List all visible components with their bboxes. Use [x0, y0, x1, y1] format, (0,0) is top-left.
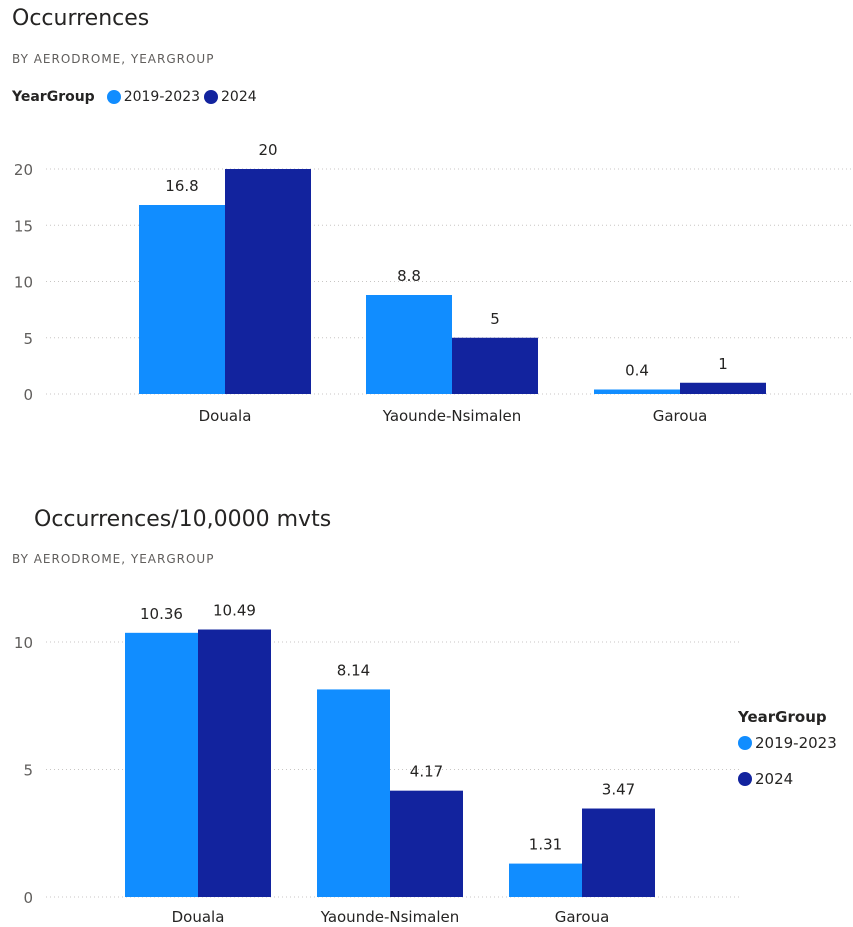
chart1-bar-2024-Yaounde-Nsimalen	[452, 337, 538, 394]
chart1-bar-2019-2023-Douala	[139, 205, 225, 394]
chart1-data-label: 20	[258, 141, 277, 159]
chart1-y-tick-label: 10	[14, 274, 33, 292]
chart2-bar-2024-Douala	[198, 629, 271, 897]
chart1-subtitle: BY AERODROME, YEARGROUP	[12, 52, 215, 66]
legend-dot-icon	[738, 736, 752, 750]
chart1-x-tick-label: Yaounde-Nsimalen	[382, 407, 522, 425]
legend-dot-icon	[106, 90, 121, 104]
chart1-bar-2024-Garoua	[680, 382, 766, 394]
chart2-bar-2024-Garoua	[582, 808, 655, 897]
chart1-data-label: 0.4	[625, 362, 649, 380]
chart2-legend-label-series2: 2024	[755, 770, 794, 788]
chart2-x-tick-label: Douala	[172, 908, 225, 926]
chart1-data-label: 1	[718, 355, 728, 373]
chart2-title: Occurrences/10,0000 mvts	[34, 507, 332, 532]
chart2-data-label: 10.49	[213, 602, 256, 620]
chart1-legend-item-series1[interactable]: 2019-2023	[106, 89, 201, 105]
chart1-y-tick-label: 0	[23, 386, 33, 404]
chart2-legend-title: YearGroup	[738, 708, 827, 726]
chart1-bar-2019-2023-Yaounde-Nsimalen	[366, 295, 452, 394]
chart2-legend[interactable]: YearGroup 2019-2023 2024	[738, 708, 841, 806]
chart1-title: Occurrences	[12, 6, 150, 31]
chart2-legend-label-series1: 2019-2023	[755, 734, 837, 752]
chart2-x-tick-label: Garoua	[555, 908, 610, 926]
chart1-x-tick-label: Douala	[199, 407, 252, 425]
chart2-bar-2024-Yaounde-Nsimalen	[390, 790, 463, 897]
chart2-data-label: 8.14	[337, 661, 370, 679]
chart2-bar-2019-2023-Douala	[125, 632, 198, 897]
chart2-data-label: 3.47	[602, 781, 635, 799]
chart1-bar-2024-Douala	[225, 169, 311, 394]
chart2-legend-item-series2[interactable]: 2024	[738, 770, 837, 788]
chart2-y-tick-label: 10	[14, 634, 33, 652]
legend-dot-icon	[204, 90, 219, 104]
chart2-legend-item-series1[interactable]: 2019-2023	[738, 734, 837, 752]
chart1-legend-label-series1: 2019-2023	[123, 89, 201, 105]
chart1-y-tick-label: 20	[14, 161, 33, 179]
chart1-bar-2019-2023-Garoua	[594, 389, 680, 394]
chart1-y-tick-label: 15	[14, 217, 33, 235]
chart1-y-tick-label: 5	[23, 330, 33, 348]
chart2-y-tick-label: 0	[23, 889, 33, 907]
chart2-bar-2019-2023-Yaounde-Nsimalen	[317, 689, 390, 897]
chart1-legend-item-series2[interactable]: 2024	[204, 89, 257, 105]
chart2-data-label: 4.17	[410, 763, 443, 781]
chart1-plot[interactable]: 0 5 10 15 20 16.8 20 Douala 8.8 5 Yaounde-Nsimalen…	[0, 0, 853, 440]
chart2-subtitle: BY AERODROME, YEARGROUP	[12, 552, 215, 566]
chart1-data-label: 8.8	[397, 267, 421, 285]
chart2-bar-2019-2023-Garoua	[509, 863, 582, 897]
chart1-x-tick-label: Garoua	[653, 407, 708, 425]
chart2-y-tick-label: 5	[23, 762, 33, 780]
chart2-data-label: 1.31	[529, 836, 562, 854]
legend-dot-icon	[738, 772, 752, 786]
chart2-x-tick-label: Yaounde-Nsimalen	[320, 908, 460, 926]
chart2-data-label: 10.36	[140, 605, 183, 623]
chart1-data-label: 16.8	[165, 177, 198, 195]
chart1-legend-label-series2: 2024	[221, 89, 257, 105]
chart1-data-label: 5	[490, 310, 500, 328]
chart1-legend[interactable]: YearGroup 2019-2023 2024	[12, 89, 261, 105]
chart1-legend-title: YearGroup	[12, 89, 95, 105]
